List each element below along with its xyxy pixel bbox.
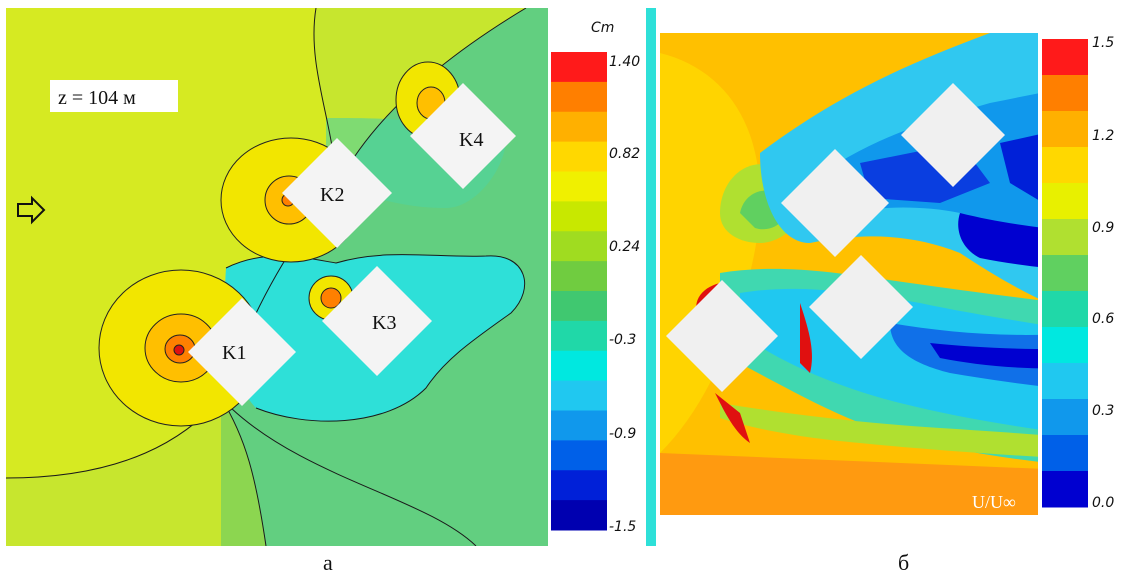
panel-a-caption: а [323,550,333,575]
building-k1 [188,298,296,406]
building-k2 [781,149,889,257]
colorbar-b-band [1042,219,1088,256]
colorbar-a-tick-1: 0.82 [609,146,640,162]
label-k2: K2 [320,184,344,206]
colorbar-a-band [551,201,607,232]
colorbar-b-tick-3: 0.6 [1092,311,1114,327]
building-k3 [809,255,913,359]
velocity-field-svg: 1.5 1.2 0.9 0.6 0.3 0.0 U/U∞ [660,33,1142,515]
colorbar-a-band [551,261,607,292]
colorbar-a-band [551,111,607,143]
colorbar-a-tick-0: 1.40 [609,54,640,70]
colorbar-a-band [551,291,607,322]
colorbar-a-title: Cm [591,20,614,36]
building-k2 [282,138,392,248]
colorbar-a-tick-3: -0.3 [609,332,636,348]
colorbar-b-band [1042,111,1088,148]
colorbar-a-tick-2: 0.24 [609,239,640,255]
label-k4: K4 [459,129,483,151]
colorbar-b-band [1042,183,1088,220]
colorbar-a: Cm 1.40 0.82 0.24 -0.3 -0.9 -1.5 [548,8,656,546]
velocity-plot: 1.5 1.2 0.9 0.6 0.3 0.0 U/U∞ [660,33,1142,515]
colorbar-a-band [551,410,607,441]
colorbar-b-tick-1: 1.2 [1092,128,1114,144]
building-k4 [410,83,516,189]
height-label-box [50,80,178,112]
colorbar-b-tick-5: 0.0 [1092,495,1114,511]
panel-b-caption: б [898,550,910,575]
height-label: z = 104 м [58,87,136,109]
colorbar-a-tick-5: -1.5 [609,519,636,535]
colorbar-b-band [1042,471,1088,508]
colorbar-b-band [1042,363,1088,400]
colorbar-a-band [551,52,607,83]
colorbar-b-band [1042,255,1088,292]
colorbar-b-band [1042,435,1088,472]
colorbar-a-band [551,81,607,113]
colorbar-b: 1.5 1.2 0.9 0.6 0.3 0.0 [1038,33,1142,515]
building-k3 [322,266,432,376]
colorbar-b-band [1042,327,1088,364]
colorbar-a-band [551,320,607,352]
colorbar-b-tick-4: 0.3 [1092,403,1114,419]
colorbar-a-band [551,171,607,202]
colorbar-b-band [1042,75,1088,112]
pressure-coefficient-plot: K1 K2 K3 K4 z = 104 м Cm 1.40 0.82 0.24 … [6,8,656,546]
colorbar-a-band [551,141,607,172]
label-k3: K3 [372,312,396,334]
quantity-label: U/U∞ [972,492,1016,512]
colorbar-b-band [1042,291,1088,328]
colorbar-a-band [551,440,607,471]
right-arrow-icon [17,195,46,225]
colorbar-a-band [551,380,607,411]
building-k4 [901,83,1005,187]
colorbar-a-band [551,470,607,501]
colorbar-b-tick-2: 0.9 [1092,220,1114,236]
colorbar-b-band [1042,147,1088,184]
colorbar-b-band [1042,399,1088,436]
colorbar-a-tick-4: -0.9 [609,426,636,442]
colorbar-a-band [551,350,607,382]
colorbar-b-tick-0: 1.5 [1092,35,1114,51]
pressure-field-svg: K1 K2 K3 K4 z = 104 м Cm 1.40 0.82 0.24 … [6,8,656,546]
label-k1: K1 [222,342,246,364]
colorbar-a-band [551,231,607,262]
colorbar-a-band [551,500,607,531]
building-k1 [666,280,778,392]
colorbar-b-band [1042,39,1088,76]
